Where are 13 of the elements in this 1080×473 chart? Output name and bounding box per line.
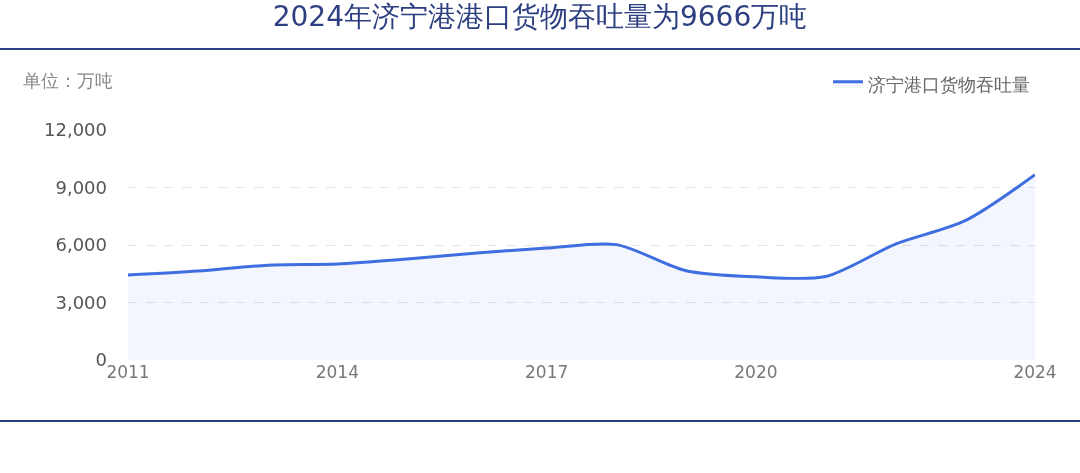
y-tick-label: 3,000 [55,291,107,313]
y-tick-label: 12,000 [44,119,107,141]
y-tick-label: 9,000 [55,176,107,198]
y-tick-label: 6,000 [55,234,107,256]
x-tick-label: 2017 [524,362,569,382]
y-axis-title: 单位：万吨 [23,70,113,91]
y-tick-label: 0 [95,349,107,371]
legend-label: 济宁港口货物吞吐量 [868,73,1030,95]
x-tick-label: 2014 [315,362,359,382]
x-tick-label: 2020 [734,362,778,382]
chart-title: 2024年济宁港港口货物吞吐量为9666万吨 [272,0,808,34]
x-tick-label: 2024 [1013,362,1057,382]
x-tick-label: 2011 [106,362,150,382]
